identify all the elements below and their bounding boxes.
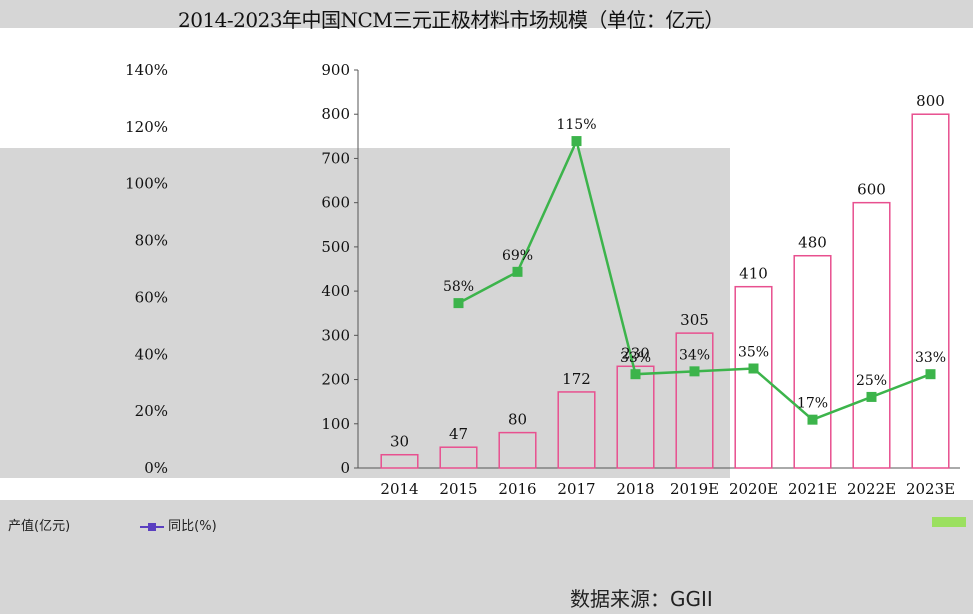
x-tick-label: 2017 — [557, 480, 595, 498]
x-tick-label: 2015 — [439, 480, 477, 498]
line-value-label: 34% — [679, 347, 710, 363]
bar-value-label: 30 — [390, 433, 409, 451]
line-value-label: 33% — [620, 350, 651, 366]
bar — [793, 254, 832, 469]
line-value-label: 25% — [856, 373, 887, 389]
line-point — [866, 391, 877, 402]
bar-value-label: 172 — [562, 370, 591, 388]
label-layer: 30 47 80 172 230 305 410 480 600 800 58% 69% 115% 33%… — [390, 92, 946, 451]
y-tick-label: 600 — [321, 194, 350, 212]
line-layer — [453, 136, 936, 425]
source-note: 数据来源：GGII — [570, 587, 713, 611]
y-tick-label: 800 — [321, 105, 350, 123]
y-tick-label: 700 — [321, 149, 350, 167]
y-tick-label: 400 — [321, 282, 350, 300]
top-white-band — [0, 28, 973, 148]
line-point — [925, 369, 936, 380]
line-value-label: 115% — [556, 117, 596, 133]
axis-layer: 0 100 200 300 400 500 600 700 800 900 0% 20% 40% 60% 8… — [125, 61, 960, 498]
y2-tick-label: 100% — [125, 175, 168, 193]
x-tick-label: 2023E — [906, 480, 955, 498]
bar-value-label: 410 — [739, 265, 768, 283]
line-point — [571, 136, 582, 147]
y-tick-label: 500 — [321, 238, 350, 256]
x-tick-label: 2020E — [729, 480, 778, 498]
bar-value-label: 480 — [798, 234, 827, 252]
line-point — [689, 366, 700, 377]
line-value-label: 17% — [797, 396, 828, 412]
legend-label-2: 同比(%) — [168, 519, 217, 534]
bar-value-label: 305 — [680, 311, 709, 329]
y2-tick-label: 0% — [144, 459, 168, 477]
line-point — [512, 266, 523, 277]
bar-value-label: 47 — [449, 425, 468, 443]
legend-series-2: 同比(%) — [140, 515, 217, 534]
bar — [616, 365, 655, 469]
y-tick-label: 300 — [321, 326, 350, 344]
y2-tick-label: 60% — [135, 288, 168, 306]
bar — [911, 113, 950, 469]
bar — [557, 391, 596, 469]
legend-green-swatch — [932, 517, 966, 527]
y2-tick-label: 40% — [135, 345, 168, 363]
line-value-label: 33% — [915, 350, 946, 366]
chart-title: 2014-2023年中国NCM三元正极材料市场规模（单位：亿元） — [178, 8, 724, 32]
y-tick-label: 0 — [340, 459, 350, 477]
x-tick-label: 2021E — [788, 480, 837, 498]
bar — [852, 201, 891, 469]
y2-tick-label: 20% — [135, 402, 168, 420]
x-tick-label: 2019E — [670, 480, 719, 498]
bar-value-label: 230 — [621, 344, 650, 362]
y-tick-label: 100 — [321, 415, 350, 433]
bar — [675, 332, 714, 469]
line-point — [807, 414, 818, 425]
x-tick-label: 2022E — [847, 480, 896, 498]
bar-layer — [380, 113, 950, 469]
bar-value-label: 800 — [916, 92, 945, 110]
bottom-white-band — [0, 478, 973, 500]
legend-marker-icon — [140, 522, 164, 531]
bar-value-label: 80 — [508, 411, 527, 429]
line-value-label: 58% — [443, 279, 474, 295]
legend-series-1: 产值(亿元) — [8, 515, 70, 534]
right-white-panel — [730, 148, 973, 478]
line-point — [748, 363, 759, 374]
x-tick-label: 2014 — [380, 480, 418, 498]
y2-tick-label: 120% — [125, 118, 168, 136]
x-tick-label: 2018 — [616, 480, 654, 498]
y-tick-label: 200 — [321, 371, 350, 389]
y2-tick-label: 140% — [125, 61, 168, 79]
bar-value-label: 600 — [857, 181, 886, 199]
line-point — [453, 298, 464, 309]
line-value-label: 69% — [502, 248, 533, 264]
line-point — [630, 369, 641, 380]
bar — [498, 431, 537, 469]
y2-tick-label: 80% — [135, 232, 168, 250]
bar — [380, 453, 419, 469]
y-tick-label: 900 — [321, 61, 350, 79]
line-value-label: 35% — [738, 345, 769, 361]
x-tick-label: 2016 — [498, 480, 536, 498]
bar — [439, 446, 478, 469]
bar — [734, 285, 773, 469]
legend-label-1: 产值(亿元) — [8, 519, 71, 534]
